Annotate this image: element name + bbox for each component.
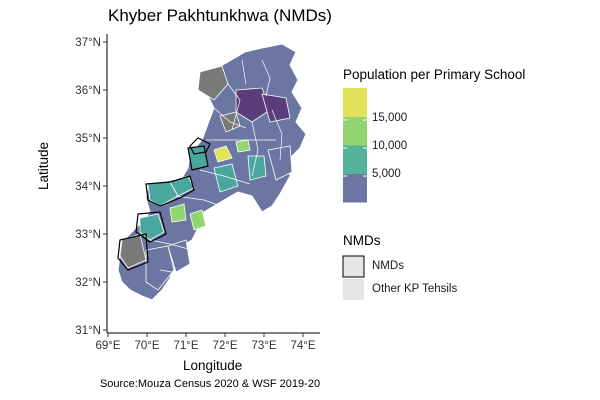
tehsil-boundary xyxy=(199,169,251,185)
fill-legend-tick-1: 15,000 xyxy=(372,112,408,124)
x-axis-label: Longitude xyxy=(183,358,243,373)
region-tank xyxy=(145,245,175,291)
nmd-outline xyxy=(189,137,211,155)
tehsil-boundary xyxy=(251,121,259,177)
fill-legend-tick-3: 5,000 xyxy=(372,168,401,180)
fill-legend-swatch-2 xyxy=(343,145,367,174)
region-lakki xyxy=(189,209,207,231)
fill-legend-swatch-4 xyxy=(343,88,367,117)
y-tick-label: 37°N xyxy=(75,37,101,49)
tehsil-boundary xyxy=(149,239,193,251)
region-haripur xyxy=(247,155,267,181)
tehsil-boundary xyxy=(261,59,271,97)
fill-legend-tick-2: 10,000 xyxy=(372,140,408,152)
tehsil-boundary xyxy=(271,109,283,161)
x-tick-label: 73°E xyxy=(251,340,276,352)
region-peshawar-valley xyxy=(213,145,233,163)
region-south-waziristan xyxy=(119,233,147,269)
fill-legend-title: Population per Primary School xyxy=(343,67,526,82)
region-karak xyxy=(169,203,187,223)
fill-legend-swatch-3 xyxy=(343,116,367,146)
y-tick-label: 31°N xyxy=(75,325,101,337)
x-tick-label: 74°E xyxy=(290,340,315,352)
nmd-outline xyxy=(135,211,167,243)
y-tick-label: 36°N xyxy=(75,85,101,97)
region-mardan xyxy=(235,139,251,153)
y-tick-label: 32°N xyxy=(75,277,101,289)
x-tick-label: 71°E xyxy=(173,340,198,352)
y-tick-label: 35°N xyxy=(75,133,101,145)
tehsil-boundary xyxy=(175,195,227,209)
region-swat-upper xyxy=(235,87,271,123)
x-tick-label: 72°E xyxy=(212,340,237,352)
region-hazara xyxy=(267,145,293,181)
nmd-outline xyxy=(145,175,195,207)
x-tick-label: 69°E xyxy=(95,340,120,352)
y-tick-label: 34°N xyxy=(75,181,101,193)
tehsil-boundary xyxy=(213,107,247,129)
y-axis-label: Latitude xyxy=(36,141,51,190)
source-caption: Source:Mouza Census 2020 & WSF 2019-20 xyxy=(99,378,321,390)
nmd-outline xyxy=(187,145,209,171)
x-tick-label: 70°E xyxy=(134,340,159,352)
nmd-outline xyxy=(117,233,149,271)
nmd-legend-key-1 xyxy=(342,255,365,278)
tehsil-boundary xyxy=(227,83,241,131)
nmd-legend-item-other: Other KP Tehsils xyxy=(372,283,458,295)
region-chitral-north xyxy=(197,65,229,101)
nmd-legend-title: NMDs xyxy=(343,233,381,248)
fill-legend-swatch-1 xyxy=(343,173,367,203)
nmd-legend-key-2 xyxy=(343,279,364,300)
region-kohistan xyxy=(261,93,291,123)
nmd-legend-item-nmds: NMDs xyxy=(372,260,404,272)
tehsil-boundary xyxy=(159,269,185,275)
region-kohat xyxy=(213,163,239,193)
map-regions xyxy=(117,43,307,301)
map-title: Khyber Pakhtunkhwa (NMDs) xyxy=(108,6,332,25)
map-axes: 69°E 70°E 71°E 72°E 73°E 74°E 37°N 36°N 35°N 34°N… xyxy=(75,34,320,352)
tehsil-boundary xyxy=(241,59,247,85)
y-tick-label: 33°N xyxy=(75,229,101,241)
